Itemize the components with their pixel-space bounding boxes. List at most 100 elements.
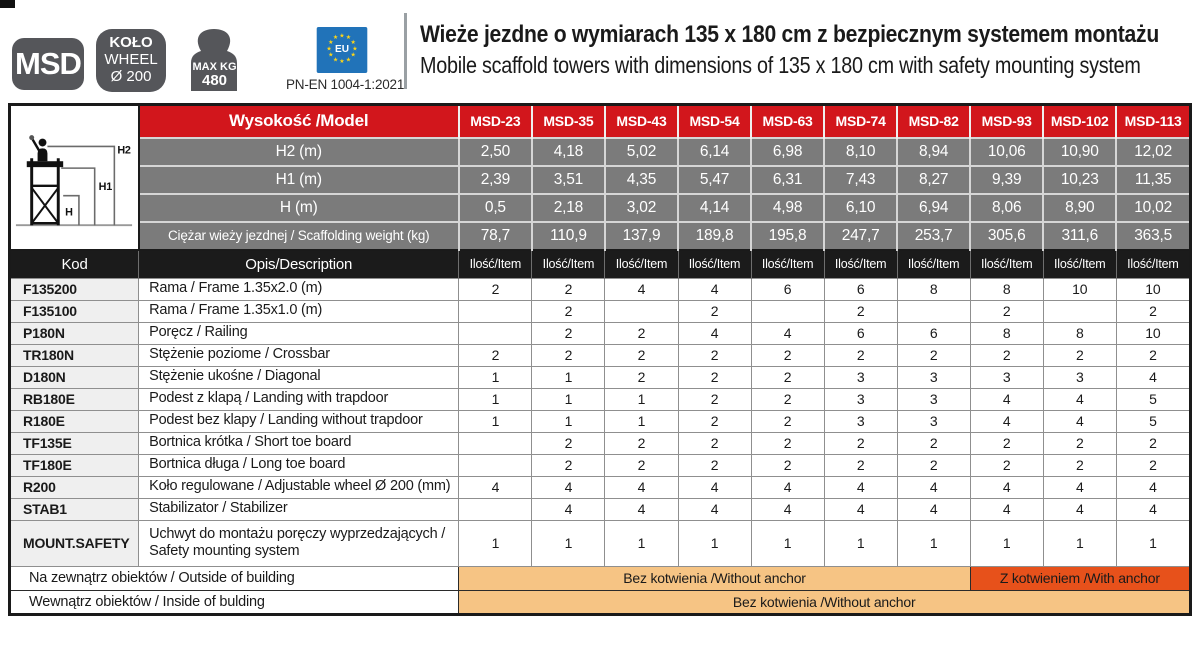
qty-cell: 1 (458, 409, 533, 433)
qty-cell: 4 (823, 475, 898, 499)
spec-row-h2: H2 (m) 2,50 4,18 5,02 6,14 6,98 8,10 8,94 10,06… (10, 136, 1191, 166)
item-column-header: Ilość/Item (823, 249, 898, 278)
qty-cell: 1 (604, 519, 679, 567)
spec-value-cell: 8,90 (1042, 192, 1117, 222)
part-description: Rama / Frame 1.35x1.0 (m) (138, 299, 460, 323)
model-header-cell: MSD-102 (1042, 104, 1117, 138)
spec-value-cell: 10,90 (1042, 136, 1117, 166)
qty-cell: 4 (677, 475, 752, 499)
spec-value-cell: 4,35 (603, 164, 678, 194)
norm-reference: PN-EN 1004-1:2021 (286, 77, 405, 92)
qty-cell: 2 (677, 343, 752, 367)
qty-cell: 2 (531, 277, 606, 301)
qty-cell: 2 (1042, 453, 1117, 477)
wheel-size-badge: KOŁO WHEEL Ø 200 (96, 29, 166, 92)
part-description: Bortnica długa / Long toe board (138, 453, 460, 477)
part-code: R200 (8, 475, 140, 499)
part-code: RB180E (8, 387, 140, 411)
qty-cell: 8 (969, 277, 1044, 301)
spec-value-cell: 11,35 (1115, 164, 1191, 194)
spec-value-cell: 8,10 (823, 136, 898, 166)
qty-cell: 2 (1042, 343, 1117, 367)
part-row: TF135E Bortnica krótka / Short toe board… (8, 431, 1192, 455)
qty-cell: 2 (750, 343, 825, 367)
wheel-badge-line2: WHEEL (104, 51, 158, 69)
part-row: P180N Poręcz / Railing 2 2 4 4 6 6 8 8 10 (8, 321, 1192, 345)
svg-text:★: ★ (350, 39, 355, 46)
part-row-mount-safety: MOUNT.SAFETY Uchwyt do montażu poręczy w… (8, 519, 1192, 567)
item-column-header: Ilość/Item (750, 249, 825, 278)
qty-cell: 1 (604, 409, 679, 433)
qty-cell: 10 (1042, 277, 1117, 301)
svg-text:★: ★ (339, 32, 344, 39)
qty-cell: 1 (531, 409, 606, 433)
model-header-row: H2 H1 H Wysokość /Model MSD-23 MSD-35 MSD-… (9, 104, 1191, 251)
spec-row-label: H1 (m) (138, 164, 459, 194)
spec-value-cell: 2,50 (457, 136, 532, 166)
part-description: Rama / Frame 1.35x2.0 (m) (138, 277, 460, 301)
scaffold-height-diagram: H2 H1 H (15, 135, 132, 227)
qty-cell: 4 (1042, 475, 1117, 499)
qty-cell: 2 (677, 365, 752, 389)
model-header-cell: MSD-23 (457, 104, 532, 138)
qty-cell: 4 (1042, 497, 1117, 521)
qty-cell: 4 (677, 497, 752, 521)
part-row: RB180E Podest z klapą / Landing with tra… (8, 387, 1192, 411)
qty-cell: 2 (969, 453, 1044, 477)
spec-value-cell: 10,02 (1115, 192, 1191, 222)
part-code: TF135E (8, 431, 140, 455)
qty-cell: 2 (750, 409, 825, 433)
qty-cell (604, 299, 679, 323)
spec-row-label: H2 (m) (138, 136, 459, 166)
qty-cell: 6 (823, 321, 898, 345)
item-column-header: Ilość/Item (1042, 249, 1117, 278)
corner-mark (0, 0, 15, 8)
svg-text:★: ★ (346, 34, 351, 41)
qty-cell: 4 (1042, 409, 1117, 433)
part-code: STAB1 (8, 497, 140, 521)
qty-cell: 10 (1115, 277, 1192, 301)
qty-cell: 2 (677, 453, 752, 477)
qty-cell: 1 (531, 387, 606, 411)
spec-value-cell: 8,06 (969, 192, 1044, 222)
spec-value-cell: 137,9 (603, 220, 678, 250)
spec-value-cell: 12,02 (1115, 136, 1191, 166)
qty-cell: 2 (1115, 431, 1192, 455)
with-anchor-cell: Z kotwieniem /With anchor (969, 565, 1192, 591)
qty-cell: 4 (531, 497, 606, 521)
max-load-badge: MAX KG 480 (181, 25, 247, 93)
spec-row-label: Ciężar wieży jezdnej / Scaffolding weigh… (138, 220, 459, 250)
qty-cell: 2 (823, 431, 898, 455)
item-column-header: Ilość/Item (531, 249, 605, 278)
part-description: Bortnica krótka / Short toe board (138, 431, 460, 455)
qty-cell: 4 (969, 497, 1044, 521)
spec-value-cell: 6,10 (823, 192, 898, 222)
qty-cell: 2 (823, 299, 898, 323)
qty-cell: 4 (823, 497, 898, 521)
svg-text:★: ★ (339, 58, 344, 65)
anchor-row-label: Na zewnątrz obiektów / Outside of buildi… (8, 565, 460, 591)
spec-row-h1: H1 (m) 2,39 3,51 4,35 5,47 6,31 7,43 8,27 9,39 1… (10, 164, 1191, 194)
svg-text:★: ★ (333, 56, 338, 63)
model-header-cell: MSD-54 (676, 104, 752, 138)
qty-cell: 4 (1115, 497, 1192, 521)
item-column-header: Ilość/Item (604, 249, 678, 278)
qty-cell: 2 (823, 453, 898, 477)
qty-cell: 2 (531, 299, 606, 323)
header: MSD KOŁO WHEEL Ø 200 MAX KG 480 ★ ★ ★ ★ ★ ★… (0, 0, 1200, 100)
svg-text:★: ★ (333, 34, 338, 41)
part-code: TF180E (8, 453, 140, 477)
qty-cell: 4 (531, 475, 606, 499)
qty-cell: 1 (458, 387, 533, 411)
spec-value-cell: 3,02 (603, 192, 678, 222)
part-description: Stężenie poziome / Crossbar (138, 343, 460, 367)
spec-value-cell: 5,47 (676, 164, 752, 194)
part-row: R200 Koło regulowane / Adjustable wheel … (8, 475, 1192, 499)
qty-cell: 2 (969, 343, 1044, 367)
qty-cell: 1 (1042, 519, 1117, 567)
model-header-cell: MSD-43 (603, 104, 678, 138)
qty-cell: 3 (969, 365, 1044, 389)
qty-cell: 2 (896, 453, 971, 477)
